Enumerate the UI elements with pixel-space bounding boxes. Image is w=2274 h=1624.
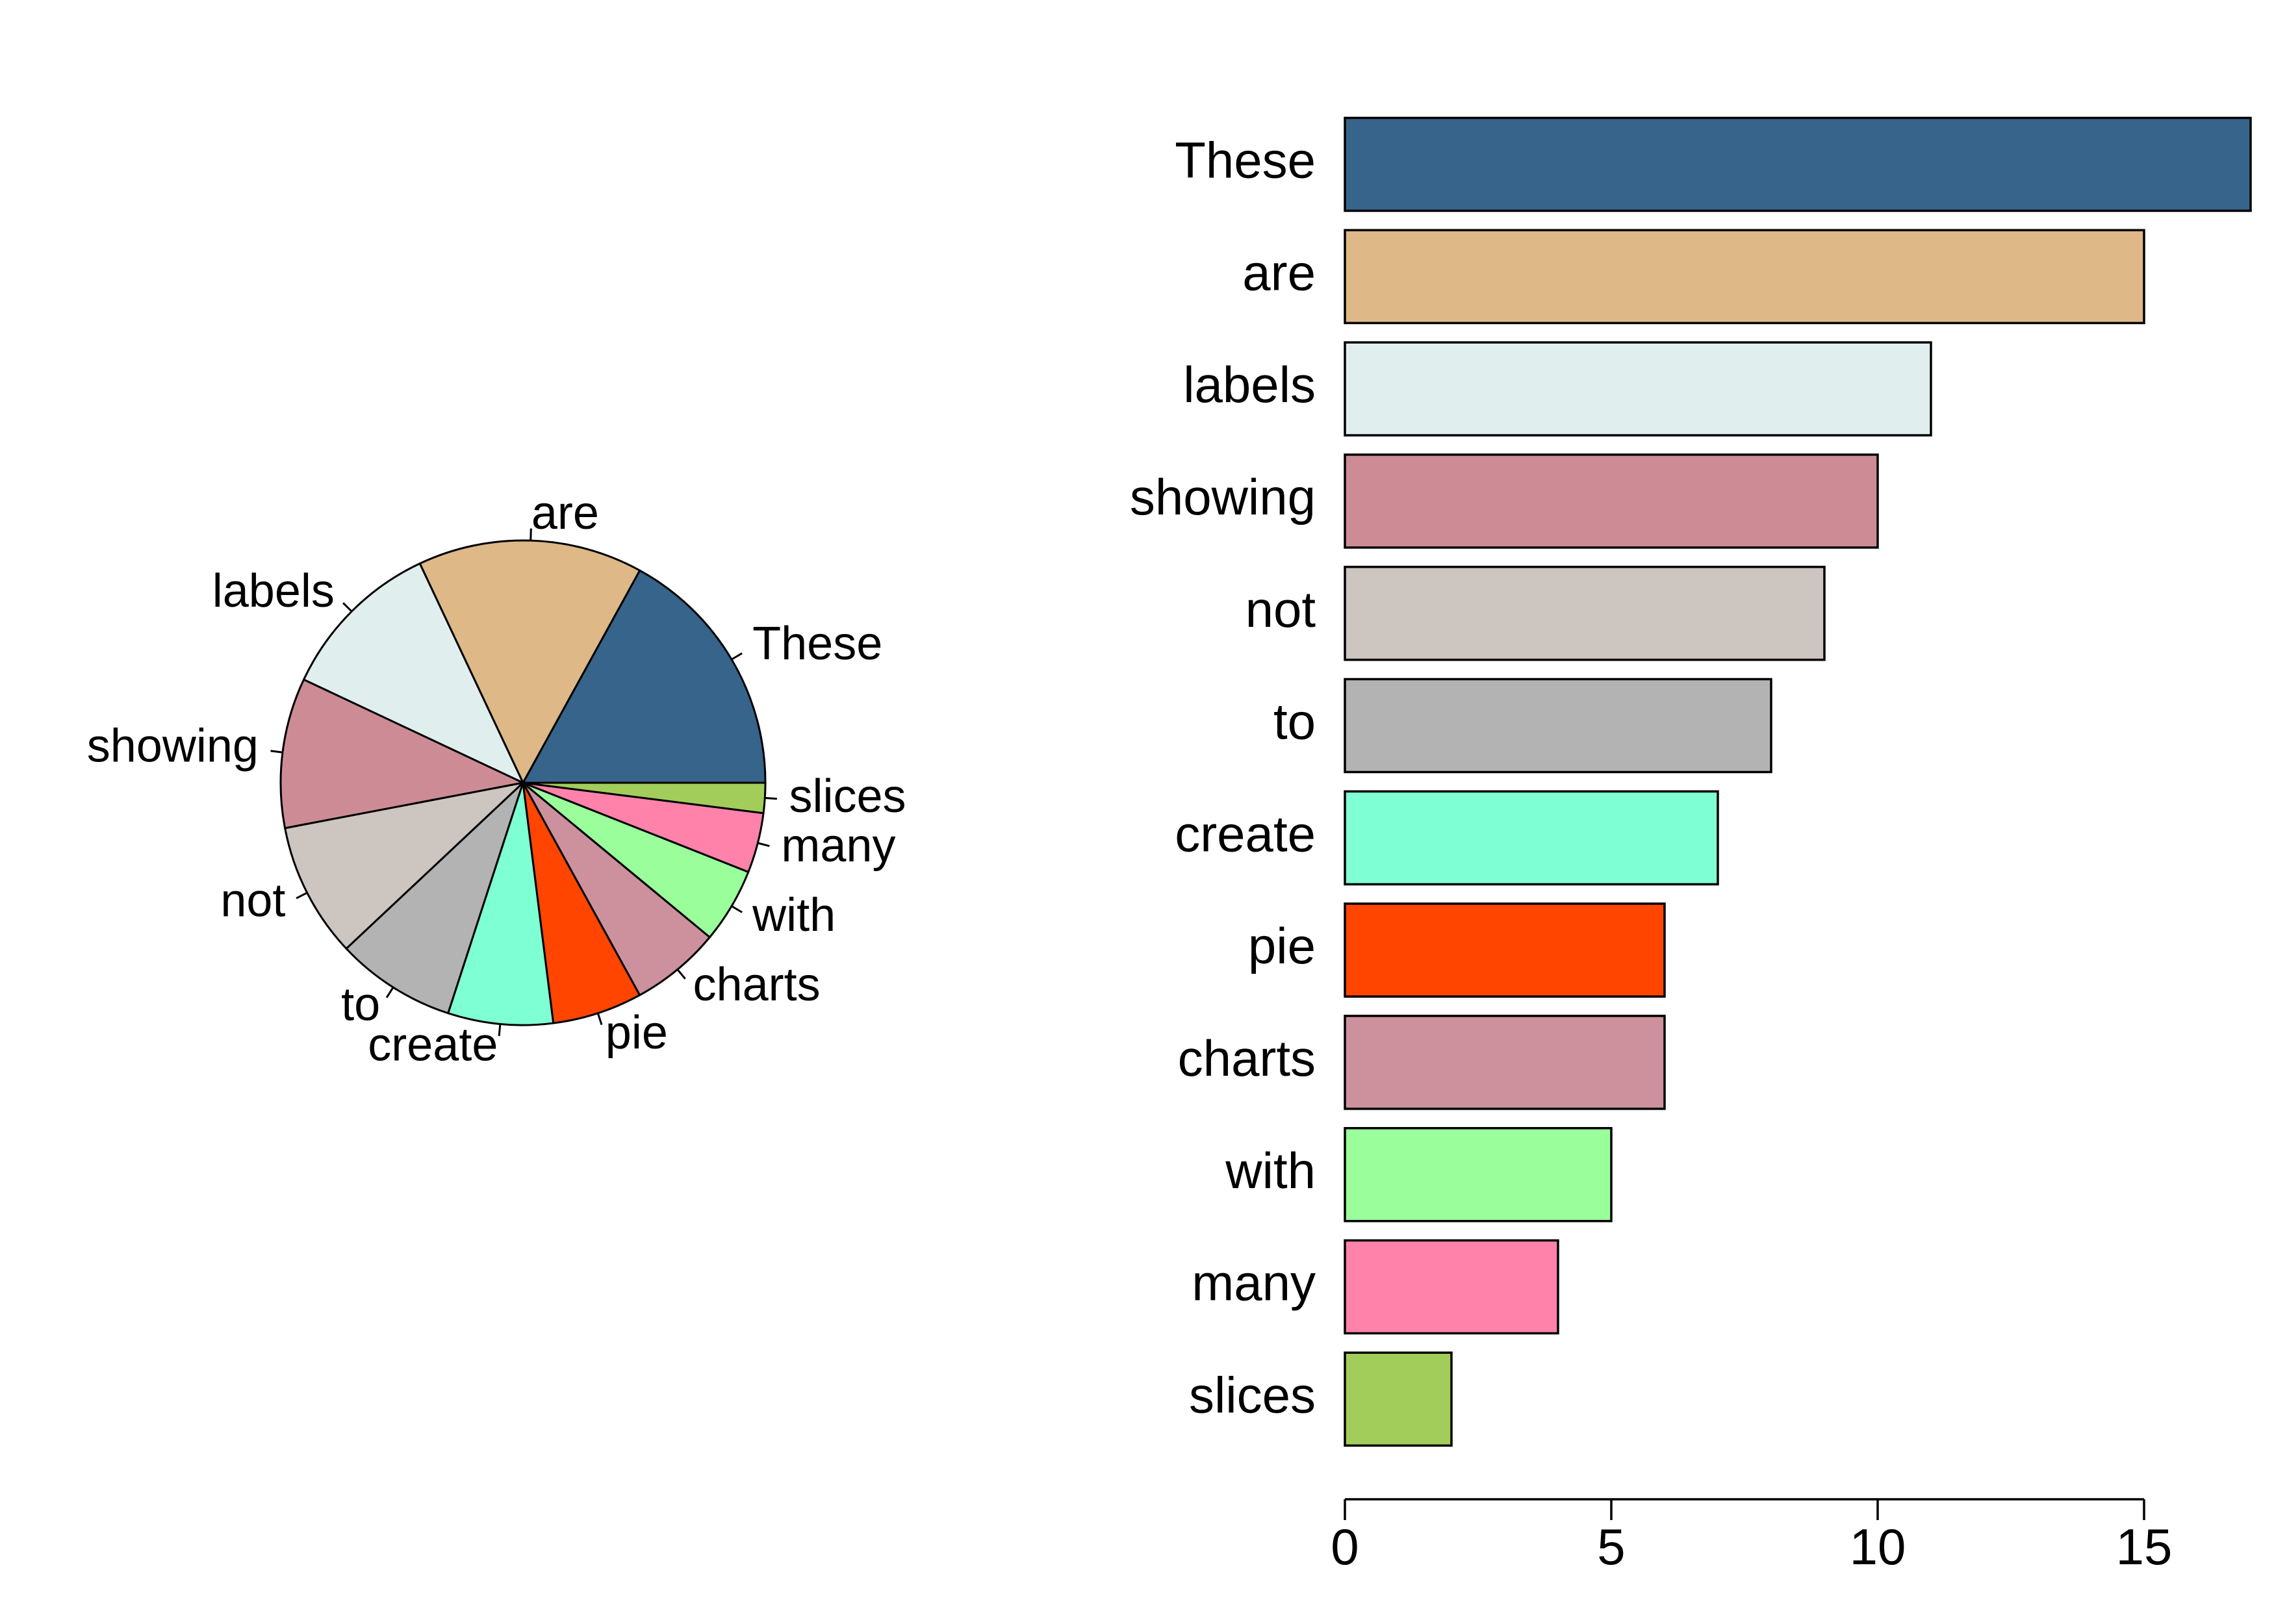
pie-label-charts: charts [693, 959, 821, 1011]
bar-label-showing: showing [1130, 468, 1316, 526]
pie-tick-labels [342, 602, 353, 613]
bar-with [1344, 1126, 1613, 1223]
pie-tick-to [385, 987, 394, 998]
x-tick-label-5: 5 [1597, 1518, 1625, 1575]
bars [1344, 116, 2252, 1447]
pie-label-not: not [220, 874, 285, 926]
bar-labels [1344, 341, 1932, 437]
pie-tick-create [498, 1024, 502, 1037]
pie-label-with: with [752, 889, 836, 941]
pie-tick-many [757, 842, 770, 847]
pie-tick-with [731, 905, 743, 913]
bar-showing [1344, 453, 1879, 549]
x-tick-label-0: 0 [1331, 1518, 1359, 1575]
bar-label-not: not [1246, 581, 1316, 638]
bar-label-are: are [1242, 244, 1316, 301]
bar-label-charts: charts [1178, 1030, 1316, 1087]
bar-category-labels: These are labels showing not to create pie chart… [1130, 132, 1316, 1424]
bar-many [1344, 1239, 1559, 1335]
pie-slice-are [418, 539, 641, 784]
pie-slice-create [447, 781, 555, 1026]
x-axis: 0 5 10 15 [1331, 1498, 2173, 1575]
pie-slice-pie [522, 781, 641, 1024]
bar-charts [1344, 1015, 1666, 1110]
pie-label-labels: labels [212, 565, 335, 617]
bar-label-create: create [1175, 805, 1316, 862]
bar-label-labels: labels [1183, 356, 1316, 413]
pie-label-slices: slices [789, 770, 906, 822]
pie-label-are: are [531, 487, 599, 539]
bar-slices [1344, 1351, 1453, 1447]
bar-label-to: to [1273, 693, 1316, 750]
pie-slice-showing [279, 678, 524, 830]
bar-are [1344, 229, 2145, 325]
bar-not [1344, 565, 1826, 661]
pie-slice-these [522, 569, 767, 784]
pie-label-to: to [341, 978, 380, 1030]
pie-label-these: These [752, 618, 882, 670]
x-tick-label-10: 10 [1850, 1518, 1906, 1575]
bar-label-slices: slices [1189, 1366, 1316, 1423]
bar-label-these: These [1175, 132, 1316, 189]
bar-chart: These are labels showing not to create pie chart… [1130, 116, 2252, 1575]
pie-label-many: many [781, 820, 895, 872]
x-tick-label-15: 15 [2116, 1518, 2173, 1575]
bar-label-many: many [1192, 1254, 1316, 1312]
pie-tick-charts [676, 969, 686, 980]
pie-label-showing: showing [87, 720, 259, 772]
pie-tick-not [296, 892, 308, 900]
bar-label-pie: pie [1248, 917, 1316, 974]
bar-pie [1344, 902, 1666, 998]
bar-label-with: with [1225, 1142, 1316, 1199]
bar-create [1344, 790, 1719, 886]
pie-slices [279, 539, 767, 1026]
pie-tick-pie [596, 1013, 603, 1025]
bar-to [1344, 678, 1772, 774]
bar-these [1344, 116, 2252, 212]
pie-tick-these [731, 652, 743, 661]
pie-slice-labels [303, 563, 524, 784]
pie-slice-not [284, 781, 524, 950]
pie-label-create: create [368, 1019, 498, 1071]
pie-slice-charts [522, 781, 711, 996]
pie-label-pie: pie [606, 1007, 668, 1059]
pie-tick-showing [270, 750, 283, 754]
